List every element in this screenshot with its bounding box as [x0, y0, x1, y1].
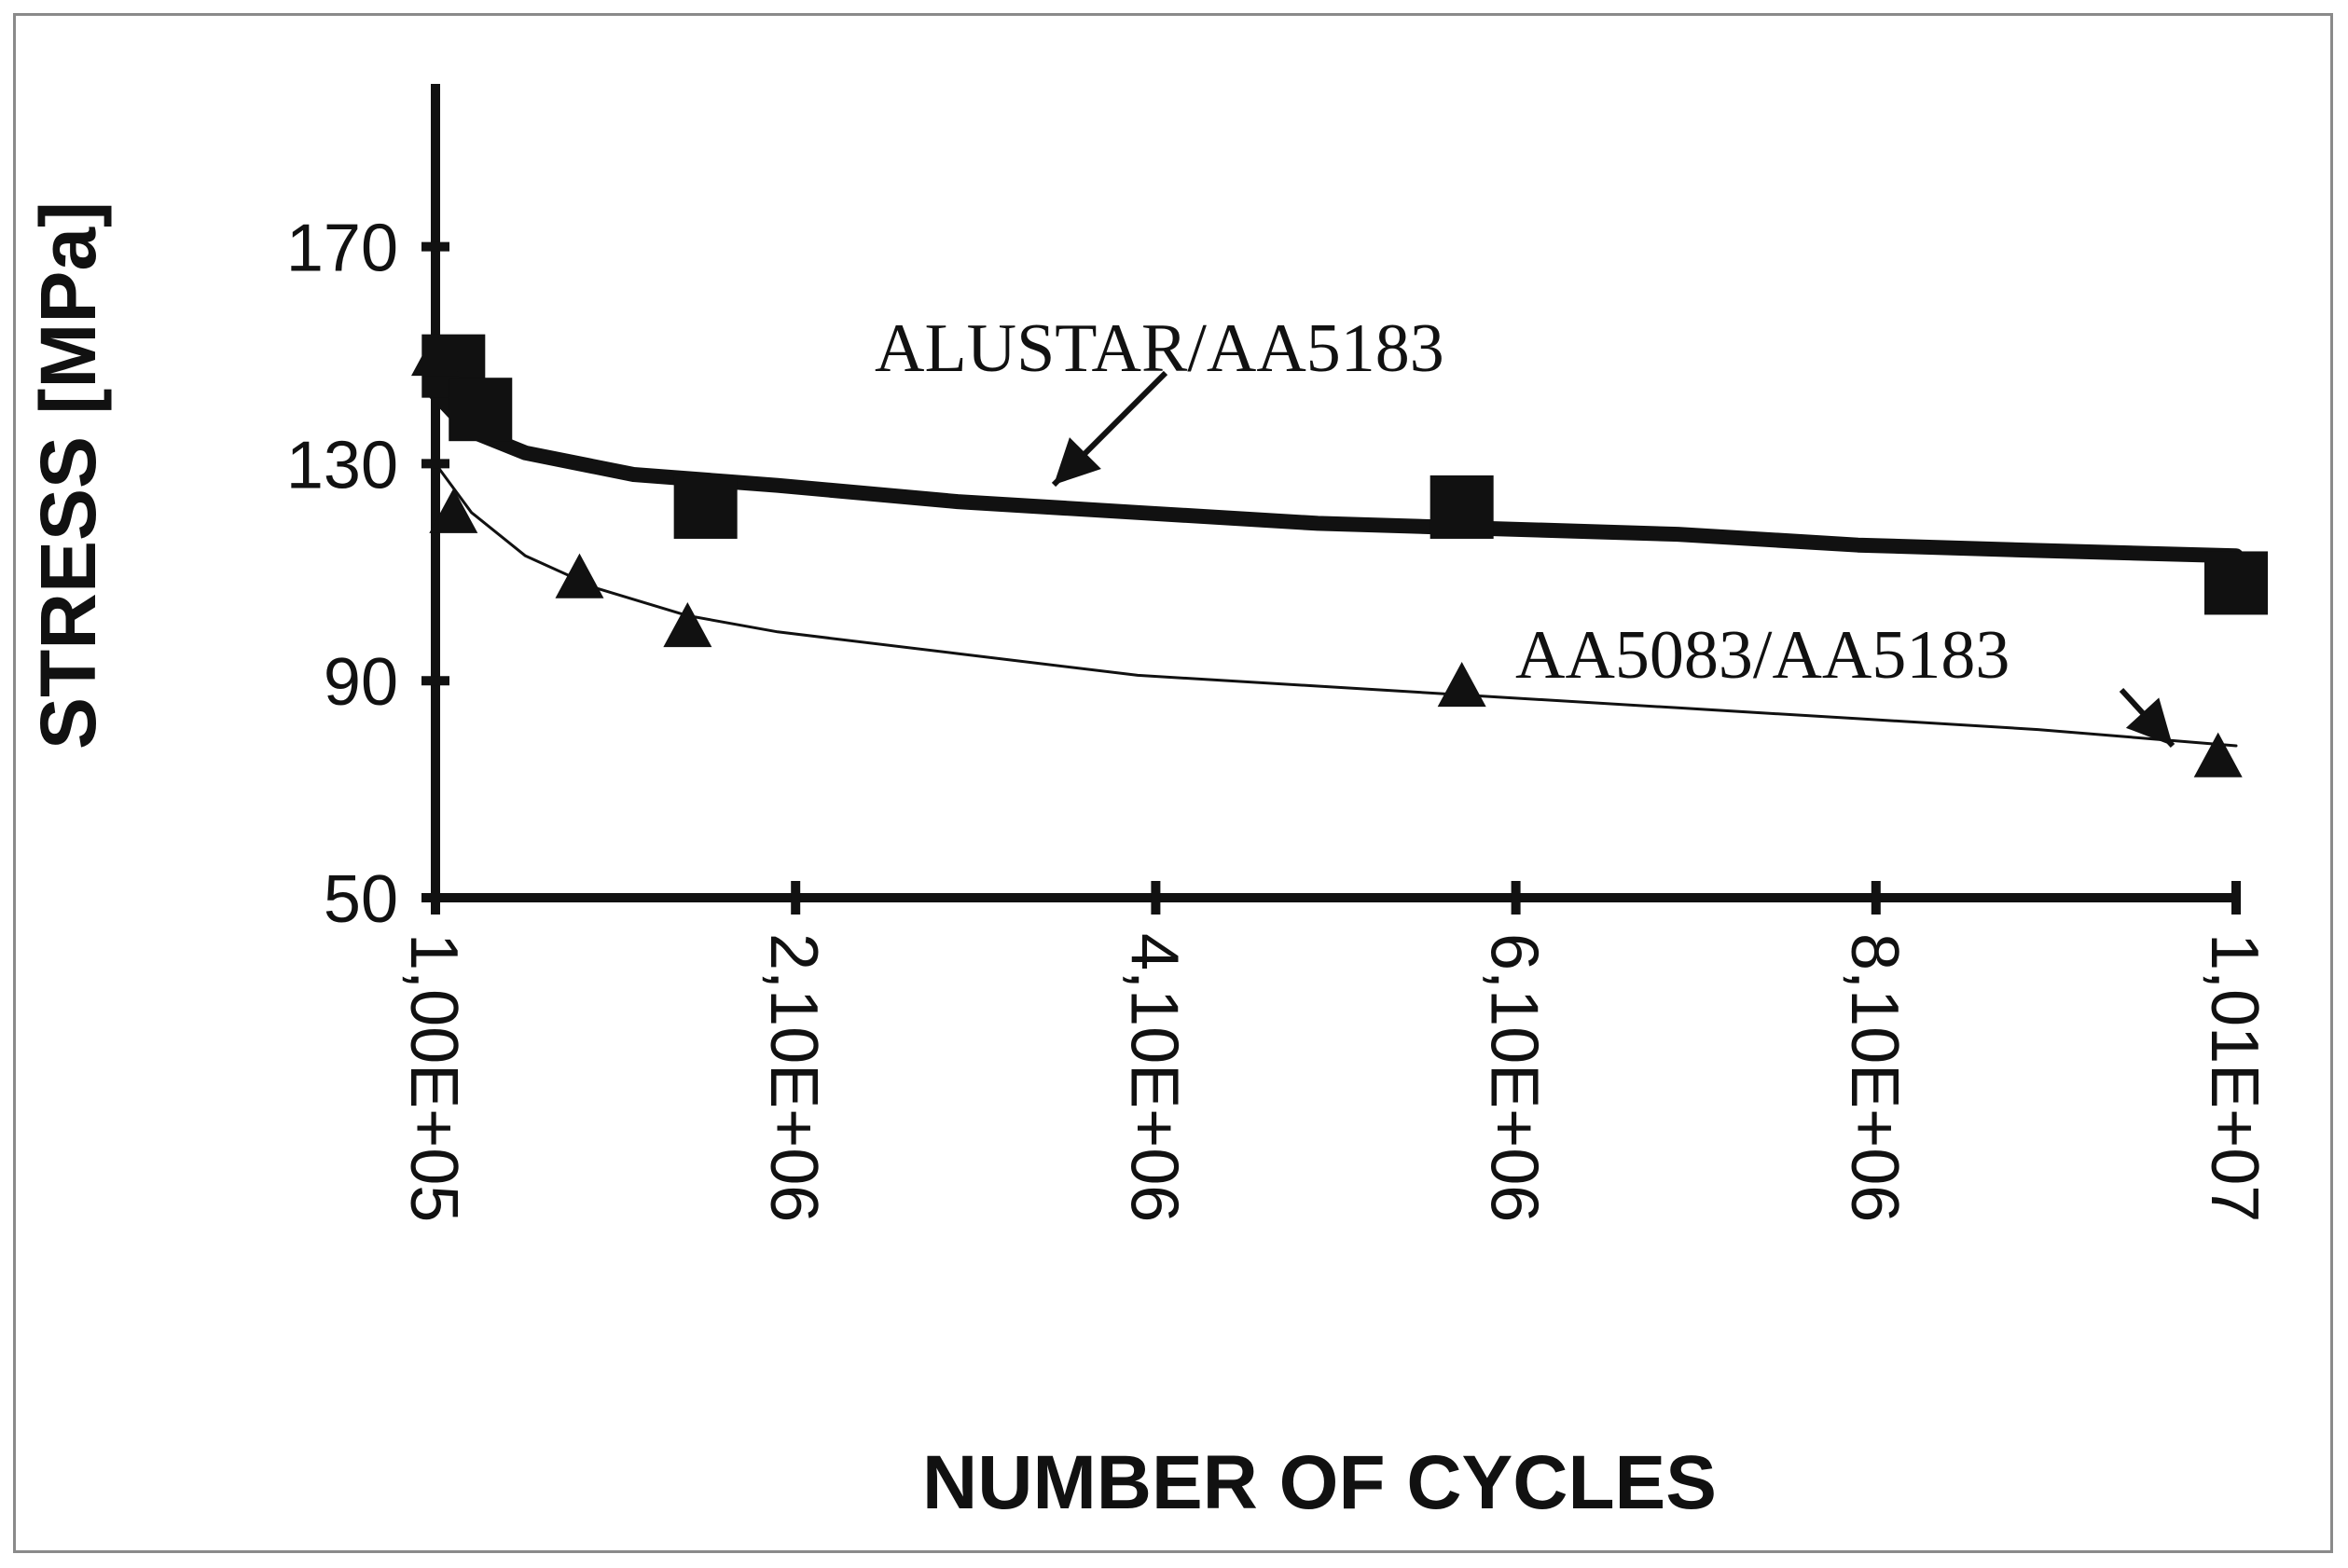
chart-frame	[13, 13, 2333, 1553]
x-tick-label: 4,10E+06	[1116, 933, 1191, 1222]
ticks-layer: 50 90 130 170 1,00E+05 2,10E+06 4,10E+06 6,10E+…	[286, 212, 2272, 1223]
triangle-marker	[429, 488, 478, 533]
square-marker	[673, 475, 738, 539]
y-axis-title: STRESS [MPa]	[24, 201, 112, 750]
markers-layer	[411, 331, 2268, 777]
x-tick-label: 1,00E+05	[396, 933, 471, 1222]
trend-line-2	[434, 461, 2238, 748]
triangle-marker	[555, 553, 604, 598]
x-tick-label: 1,01E+07	[2197, 933, 2272, 1222]
x-tick-label: 2,10E+06	[756, 933, 831, 1222]
series-label: ALUSTAR/AA5183	[875, 310, 1444, 387]
triangle-marker	[411, 331, 460, 377]
triangle-marker	[663, 602, 712, 648]
series-layer	[428, 385, 2244, 748]
annotation-arrow-head	[1054, 437, 1101, 485]
triangle-marker	[1437, 662, 1486, 708]
y-tick-label: 50	[324, 862, 398, 937]
y-tick-label: 90	[324, 645, 398, 720]
y-tick-label: 130	[286, 428, 398, 502]
square-marker	[1430, 475, 1494, 539]
annotation-layer: ALUSTAR/AA5183 AA5083/AA5183	[875, 310, 2175, 749]
axes-layer	[431, 84, 2236, 902]
x-tick-label: 6,10E+06	[1477, 933, 1552, 1222]
x-axis-title: NUMBER OF CYCLES	[922, 1440, 1717, 1525]
annotation-arrow-head	[2125, 697, 2173, 746]
square-marker	[2204, 551, 2268, 615]
square-marker	[449, 378, 513, 442]
trend-line-1	[428, 385, 2244, 564]
series-label: AA5083/AA5183	[1515, 617, 2010, 694]
x-tick-label: 8,10E+06	[1837, 933, 1912, 1222]
triangle-marker	[2193, 732, 2243, 777]
y-tick-label: 170	[286, 212, 398, 286]
